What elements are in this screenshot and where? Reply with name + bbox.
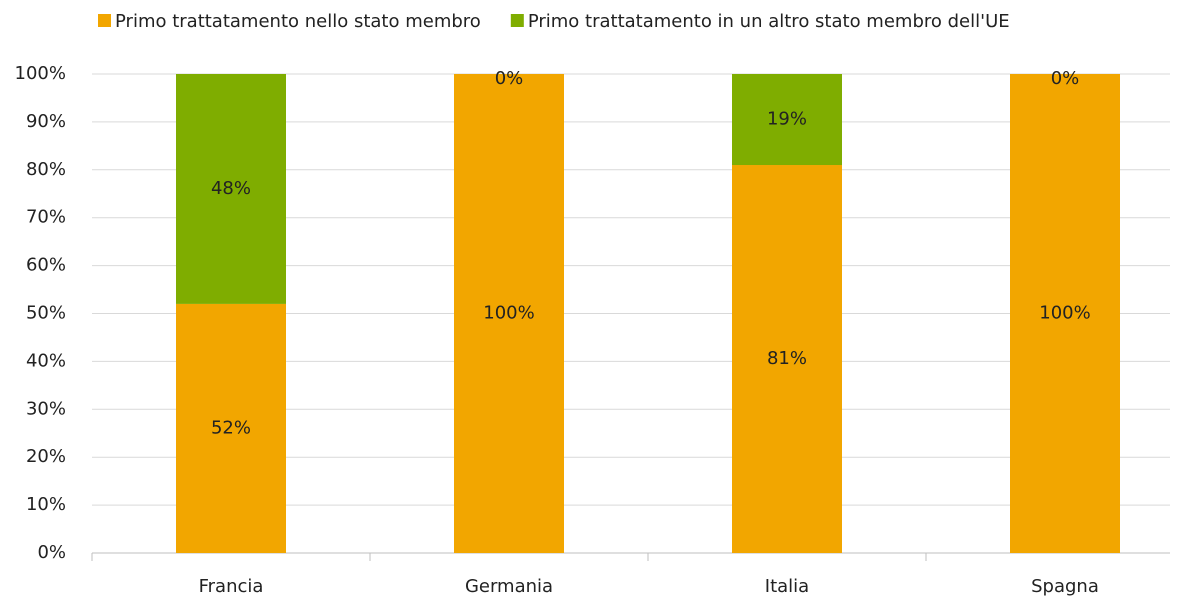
y-tick-label: 90%: [26, 111, 66, 132]
data-label: 19%: [767, 109, 807, 130]
legend-swatch: [510, 14, 524, 27]
y-tick-label: 20%: [26, 446, 66, 467]
bar-segment: [176, 74, 286, 304]
data-label: 0%: [1051, 68, 1080, 89]
x-tick-label: Spagna: [1031, 576, 1099, 597]
data-label: 52%: [211, 417, 251, 438]
data-label: 81%: [767, 348, 807, 369]
y-tick-label: 50%: [26, 303, 66, 324]
bar-segment: [732, 74, 842, 166]
legend-swatch: [98, 14, 111, 27]
y-tick-label: 40%: [26, 350, 66, 371]
bar-segment: [454, 74, 564, 553]
bar-segment: [1010, 74, 1120, 553]
y-tick-label: 100%: [15, 63, 66, 84]
x-tick-label: Germania: [465, 576, 553, 597]
y-tick-label: 0%: [37, 542, 66, 563]
y-tick-label: 60%: [26, 255, 66, 276]
x-tick-label: Italia: [765, 576, 809, 597]
y-tick-label: 30%: [26, 398, 66, 419]
x-tick-label: Francia: [199, 576, 264, 597]
bar-segment: [732, 165, 842, 553]
data-label: 0%: [495, 68, 524, 89]
data-label: 100%: [1039, 303, 1090, 324]
data-label: 100%: [483, 303, 534, 324]
legend-label: Primo trattatamento nello stato membro: [115, 11, 481, 32]
legend-label: Primo trattatamento in un altro stato me…: [528, 11, 1010, 32]
y-tick-label: 80%: [26, 159, 66, 180]
data-label: 48%: [211, 178, 251, 199]
bar-segment: [176, 303, 286, 553]
y-tick-label: 70%: [26, 207, 66, 228]
y-tick-label: 10%: [26, 494, 66, 515]
